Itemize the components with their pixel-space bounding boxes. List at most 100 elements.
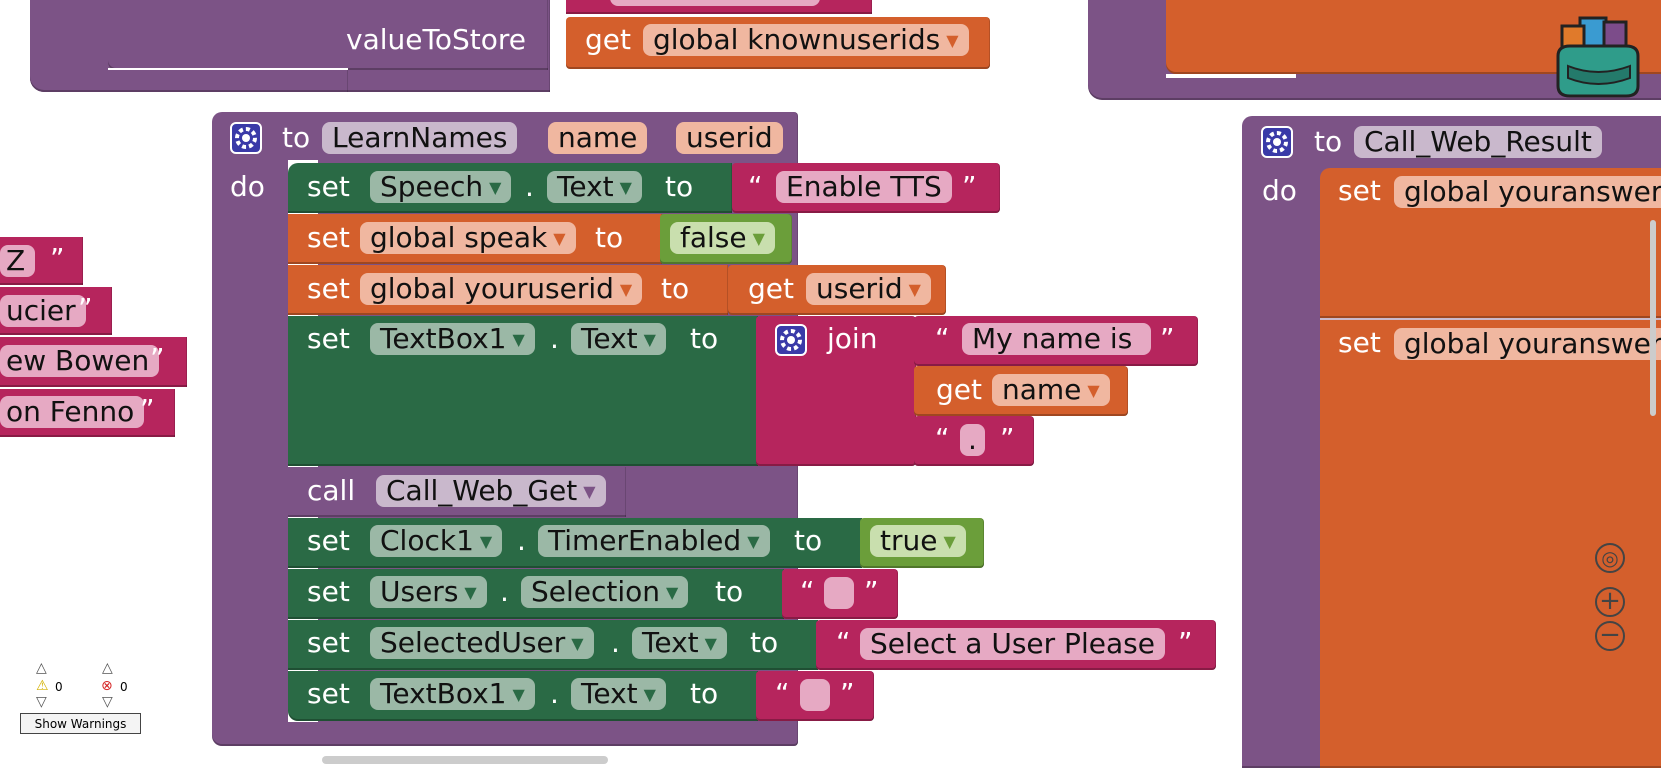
chevron-down-icon: ▼ (571, 634, 584, 653)
close-quote: ” (840, 677, 855, 710)
component-name: Clock1 (380, 524, 474, 557)
close-quote: ” (1160, 322, 1175, 355)
variable-dropdown[interactable]: global speak ▼ (360, 222, 576, 254)
minus-icon[interactable]: − (1595, 621, 1625, 651)
property-dropdown[interactable]: Text ▼ (632, 627, 727, 659)
dot-label: . (525, 170, 534, 203)
variable-dropdown[interactable]: userid ▼ (806, 273, 931, 305)
chevron-down-icon: ▼ (643, 685, 656, 704)
variable-dropdown[interactable]: name ▼ (992, 374, 1110, 406)
component-dropdown[interactable]: TextBox1 ▼ (370, 323, 535, 355)
boolean-value: true (880, 524, 938, 557)
property-name: Text (581, 677, 638, 710)
component-dropdown[interactable]: Users ▼ (370, 576, 487, 608)
set-label: set (307, 322, 350, 355)
variable-name: global speak (370, 221, 548, 254)
target-icon[interactable]: ◎ (1595, 543, 1625, 573)
close-quote: ” (1178, 626, 1193, 659)
gear-icon[interactable] (1261, 126, 1293, 158)
warning-icon: ⚠ (36, 678, 49, 694)
component-dropdown[interactable]: TextBox1 ▼ (370, 678, 535, 710)
chevron-down-icon: ▼ (747, 532, 760, 551)
gear-icon[interactable] (230, 122, 262, 154)
property-dropdown[interactable]: Text ▼ (547, 171, 642, 203)
to-label: to (661, 272, 690, 305)
component-dropdown[interactable]: Clock1 ▼ (370, 524, 503, 557)
text-field[interactable] (824, 577, 854, 609)
text-field[interactable]: . (960, 424, 985, 456)
variable-dropdown[interactable]: global youruserid ▼ (360, 273, 643, 305)
set-label: set (1338, 326, 1381, 359)
procedure-dropdown[interactable]: Call_Web_Get ▼ (376, 475, 606, 507)
text-value: on Fenno (6, 395, 135, 428)
warning-up-arrow[interactable]: △ (36, 660, 47, 676)
close-quote: ” (50, 242, 65, 275)
component-name: TextBox1 (380, 322, 507, 355)
close-quote: ” (150, 342, 165, 375)
procedure-name-field[interactable]: LearnNames (322, 122, 518, 154)
set-label: set (307, 221, 350, 254)
error-up-arrow[interactable]: △ (102, 660, 113, 676)
boolean-dropdown[interactable]: true ▼ (870, 525, 966, 557)
chevron-down-icon: ▼ (512, 685, 525, 704)
property-name: Text (557, 170, 614, 203)
variable-dropdown[interactable]: global youranswer (1394, 328, 1661, 360)
property-dropdown[interactable]: TimerEnabled ▼ (538, 525, 770, 557)
variable-dropdown[interactable]: global knownuserids ▼ (643, 24, 969, 56)
warning-down-arrow[interactable]: ▽ (36, 694, 47, 710)
dot-label: . (611, 626, 620, 659)
component-name: SelectedUser (380, 626, 566, 659)
text-field[interactable]: Enable TTS (776, 171, 952, 203)
horizontal-scrollbar[interactable] (322, 756, 608, 764)
param-label: userid (686, 121, 773, 154)
text-value: ew Bowen (6, 344, 150, 377)
chevron-down-icon: ▼ (704, 634, 717, 653)
error-down-arrow[interactable]: ▽ (102, 694, 113, 710)
dot-label: . (550, 677, 559, 710)
backpack-icon[interactable] (1550, 12, 1645, 100)
property-dropdown[interactable]: Text ▼ (571, 323, 666, 355)
text-field[interactable] (800, 679, 830, 711)
open-quote: “ (748, 170, 763, 203)
component-name: Speech (380, 170, 484, 203)
error-icon: ⊗ (101, 678, 113, 694)
get-label: get (936, 373, 982, 406)
chevron-down-icon: ▼ (643, 330, 656, 349)
component-name: TextBox1 (380, 677, 507, 710)
vertical-scrollbar[interactable] (1650, 220, 1656, 416)
gear-icon[interactable] (775, 324, 807, 356)
chevron-down-icon: ▼ (943, 532, 956, 551)
plus-icon[interactable]: + (1595, 587, 1625, 617)
boolean-dropdown[interactable]: false ▼ (670, 222, 775, 254)
component-dropdown[interactable]: Speech ▼ (370, 170, 512, 203)
close-quote: ” (140, 393, 155, 426)
property-dropdown[interactable]: Selection ▼ (521, 576, 689, 608)
procedure-name: Call_Web_Get (386, 474, 578, 507)
chevron-down-icon: ▼ (489, 178, 502, 197)
warning-count: 0 (55, 680, 63, 694)
error-count: 0 (120, 680, 128, 694)
show-warnings-button[interactable]: Show Warnings (20, 713, 141, 734)
set-label: set (307, 272, 350, 305)
text-value: Z (6, 244, 26, 277)
property-name: Text (581, 322, 638, 355)
property-dropdown[interactable]: Text ▼ (571, 678, 666, 710)
text-value: ucier (6, 294, 76, 327)
param-userid[interactable]: userid (676, 122, 783, 154)
property-name: TimerEnabled (548, 524, 742, 557)
set-label: set (307, 170, 350, 203)
variable-name: name (1002, 373, 1082, 406)
procedure-name-field[interactable]: Call_Web_Result (1354, 126, 1602, 158)
chevron-down-icon: ▼ (619, 280, 633, 299)
close-quote: ” (78, 292, 93, 325)
variable-dropdown[interactable]: global youranswer (1394, 176, 1661, 208)
to-label: to (690, 322, 719, 355)
text-field[interactable]: Select a User Please (860, 628, 1165, 660)
component-dropdown[interactable]: SelectedUser ▼ (370, 627, 594, 659)
text-field[interactable]: My name is (962, 323, 1152, 355)
dot-label: . (517, 524, 526, 557)
boolean-value: false (680, 221, 747, 254)
text-value: Select a User Please (870, 627, 1155, 660)
param-name[interactable]: name (548, 122, 648, 154)
close-quote: ” (864, 575, 879, 608)
